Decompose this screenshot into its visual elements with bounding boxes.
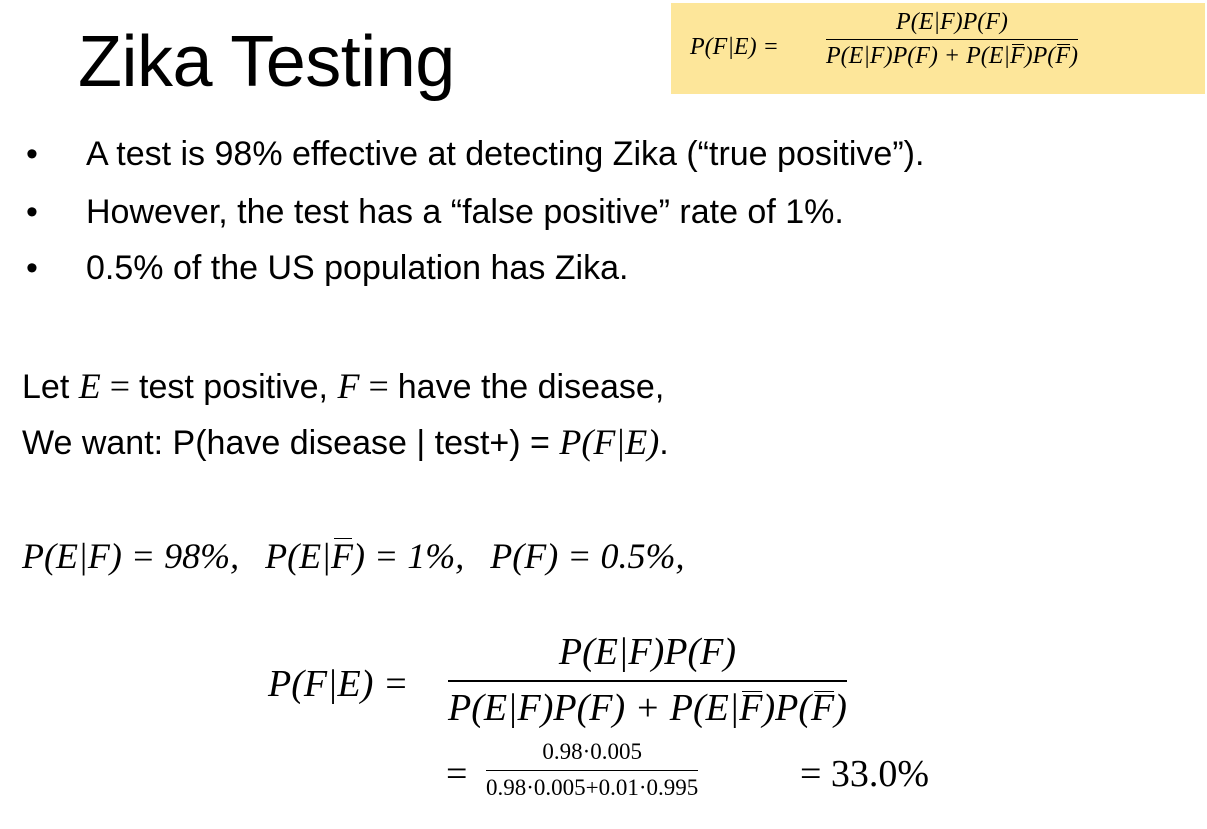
var-f: F [337,366,360,406]
bayes-formula-box [671,3,1205,94]
p-e-given-not-f: P(E|F) = 1%, [265,536,465,576]
p-e-given-f: P(E|F) = 98%, [22,536,240,576]
numeric-fraction: 0.98·0.005 0.98·0.005+0.01·0.995 [486,738,699,802]
bayes-formula-lhs: P(F|E) = [690,34,779,60]
fraction-bar [826,39,1078,40]
computation-lhs: P(F|E) = [268,663,409,705]
fraction-bar [486,770,699,771]
goal-line: We want: P(have disease | test+) = P(F|E… [22,422,669,462]
bullet-dot: • [26,193,38,231]
definition-line: Let E = test positive, F = have the dise… [22,366,665,406]
complement-f: F [811,687,835,729]
equals-sign: = [446,753,468,795]
complement-f: F [739,687,763,729]
complement-f: F [331,536,353,576]
numeric-numerator: 0.98·0.005 [542,739,642,764]
result-value: = 33.0% [800,753,930,795]
p-f: P(F) = 0.5%, [490,536,685,576]
complement-f: F [1009,43,1025,69]
bayes-formula-fraction: P(E|F)P(F) P(E|F)P(F) + P(E|F)P(F) [826,7,1078,71]
computation-numerator: P(E|F)P(F) [558,631,737,673]
computation-fraction: P(E|F)P(F) P(E|F)P(F) + P(E|F)P(F) [448,630,847,730]
given-probabilities: P(E|F) = 98%, P(E|F) = 1%, P(F) = 0.5%, [22,534,685,578]
bullet-dot: • [26,135,38,173]
bayes-formula-numerator: P(E|F)P(F) [896,9,1008,35]
computation-denominator: P(E|F)P(F) + P(E|F)P(F) [448,687,847,729]
page-title: Zika Testing [78,22,455,102]
target-probability: P(F|E) [559,422,660,462]
bullet-dot: • [26,249,38,287]
numeric-denominator: 0.98·0.005+0.01·0.995 [486,775,699,800]
var-e: E [78,366,101,406]
complement-f: F [1055,43,1070,69]
bayes-formula-denominator: P(E|F)P(F) + P(E|F)P(F) [826,43,1078,69]
fraction-bar [448,680,847,682]
